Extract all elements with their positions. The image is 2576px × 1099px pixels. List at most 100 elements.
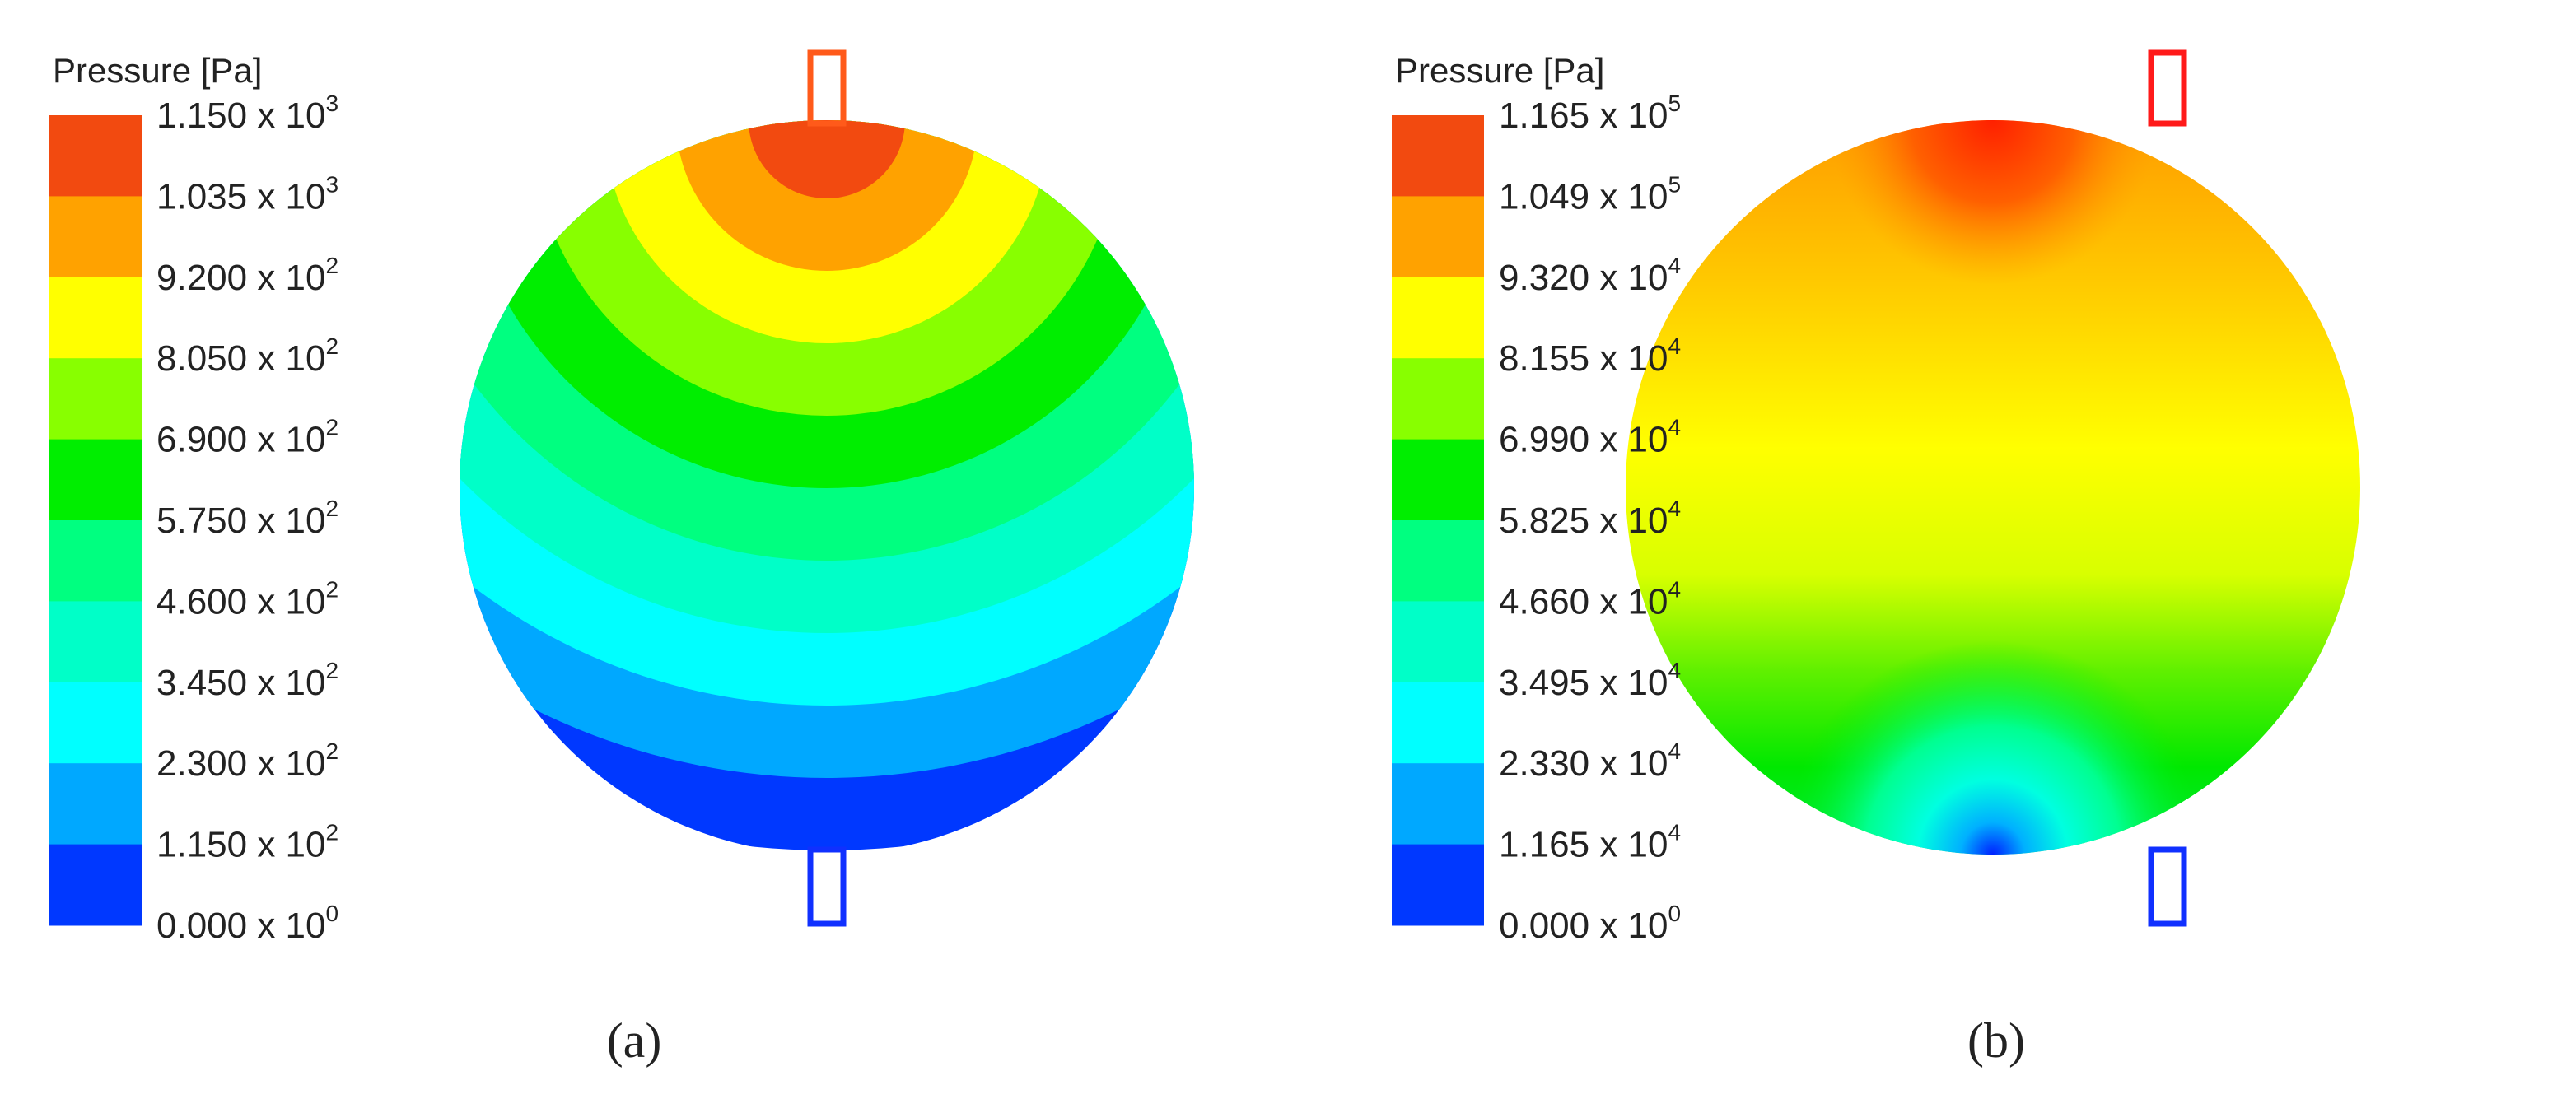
legend-band <box>1392 439 1484 521</box>
legend-band <box>49 115 142 197</box>
legend-label: 4.600 x 102 <box>156 576 338 622</box>
legend-band <box>1392 196 1484 278</box>
legend-band <box>49 358 142 440</box>
legend-band <box>49 439 142 521</box>
legend-label: 2.300 x 102 <box>156 738 338 784</box>
legend-label: 3.495 x 104 <box>1499 658 1681 703</box>
label-text: 4.660 x 10 <box>1499 581 1668 622</box>
legend-label: 0.000 x 100 <box>156 901 338 946</box>
legend-label: 2.330 x 104 <box>1499 738 1681 784</box>
label-text: 5.750 x 10 <box>156 501 326 541</box>
label-exponent: 5 <box>1668 91 1682 116</box>
contour-band <box>676 120 978 271</box>
legend-band <box>49 682 142 764</box>
inlet <box>2148 49 2187 127</box>
label-exponent: 4 <box>1668 415 1682 440</box>
legend-label: 1.150 x 102 <box>156 820 338 865</box>
legend-band <box>49 844 142 926</box>
contour-field <box>460 120 1194 850</box>
label-exponent: 4 <box>1668 333 1682 359</box>
label-exponent: 2 <box>326 415 339 440</box>
label-exponent: 4 <box>1668 658 1682 683</box>
label-exponent: 2 <box>326 820 339 845</box>
label-text: 4.600 x 10 <box>156 581 326 622</box>
contour-band <box>749 120 905 198</box>
legend-label: 4.660 x 104 <box>1499 576 1681 622</box>
label-exponent: 4 <box>1668 820 1682 845</box>
legend-label: 5.750 x 102 <box>156 496 338 541</box>
legend-band <box>1392 682 1484 764</box>
legend-band <box>1392 277 1484 359</box>
contour-band <box>604 120 1050 343</box>
label-text: 9.200 x 10 <box>156 258 326 298</box>
label-exponent: 2 <box>326 738 339 764</box>
legend-band <box>49 277 142 359</box>
label-exponent: 4 <box>1668 496 1682 521</box>
label-text: 6.900 x 10 <box>156 420 326 460</box>
label-text: 1.150 x 10 <box>156 95 326 136</box>
label-text: 8.155 x 10 <box>1499 338 1668 379</box>
label-exponent: 4 <box>1668 253 1682 278</box>
legend-band <box>1392 844 1484 926</box>
legend-label: 1.049 x 105 <box>1499 171 1681 217</box>
legend-label: 1.150 x 103 <box>156 91 338 136</box>
legend-label: 8.050 x 102 <box>156 333 338 379</box>
label-exponent: 0 <box>326 901 339 926</box>
label-exponent: 2 <box>326 576 339 602</box>
legend-label: 1.035 x 103 <box>156 171 338 217</box>
caption: (b) <box>1967 1013 2025 1068</box>
label-text: 9.320 x 10 <box>1499 258 1668 298</box>
legend-label: 1.165 x 104 <box>1499 820 1681 865</box>
label-text: 2.300 x 10 <box>156 743 326 784</box>
label-exponent: 3 <box>326 91 339 116</box>
legend-label: 6.990 x 104 <box>1499 415 1681 460</box>
label-exponent: 2 <box>326 496 339 521</box>
legend-label: 5.825 x 104 <box>1499 496 1681 541</box>
legend-title: Pressure [Pa] <box>53 51 262 90</box>
label-exponent: 0 <box>1668 901 1682 926</box>
legend-label: 1.165 x 105 <box>1499 91 1681 136</box>
label-text: 5.825 x 10 <box>1499 501 1668 541</box>
legend-band <box>1392 763 1484 845</box>
label-exponent: 2 <box>326 658 339 683</box>
legend-band <box>49 520 142 602</box>
label-exponent: 4 <box>1668 576 1682 602</box>
legend-title: Pressure [Pa] <box>1395 51 1604 90</box>
outlet <box>2148 846 2187 927</box>
outlet <box>807 846 847 927</box>
caption: (a) <box>607 1013 662 1068</box>
label-text: 1.035 x 10 <box>156 176 326 217</box>
label-text: 1.150 x 10 <box>156 825 326 865</box>
legend-label: 0.000 x 100 <box>1499 901 1681 946</box>
legend-label: 6.900 x 102 <box>156 415 338 460</box>
label-text: 1.165 x 10 <box>1499 95 1668 136</box>
label-exponent: 4 <box>1668 738 1682 764</box>
label-text: 1.165 x 10 <box>1499 825 1668 865</box>
legend-band <box>49 196 142 278</box>
legend-label: 3.450 x 102 <box>156 658 338 703</box>
label-exponent: 5 <box>1668 171 1682 197</box>
label-text: 6.990 x 10 <box>1499 420 1668 460</box>
label-exponent: 2 <box>326 333 339 359</box>
contour-field <box>1626 120 2360 855</box>
inlet <box>807 49 847 127</box>
label-text: 3.450 x 10 <box>156 663 326 703</box>
legend-band <box>49 601 142 683</box>
legend-band <box>1392 115 1484 197</box>
label-text: 1.049 x 10 <box>1499 176 1668 217</box>
legend-label: 9.200 x 102 <box>156 253 338 298</box>
label-text: 0.000 x 10 <box>1499 906 1668 946</box>
legend-band <box>49 763 142 845</box>
legend-band <box>1392 601 1484 683</box>
label-text: 8.050 x 10 <box>156 338 326 379</box>
label-text: 2.330 x 10 <box>1499 743 1668 784</box>
label-text: 3.495 x 10 <box>1499 663 1668 703</box>
label-text: 0.000 x 10 <box>156 906 326 946</box>
legend-label: 8.155 x 104 <box>1499 333 1681 379</box>
legend-band <box>1392 358 1484 440</box>
legend-label: 9.320 x 104 <box>1499 253 1681 298</box>
label-exponent: 3 <box>326 171 339 197</box>
legend-band <box>1392 520 1484 602</box>
label-exponent: 2 <box>326 253 339 278</box>
